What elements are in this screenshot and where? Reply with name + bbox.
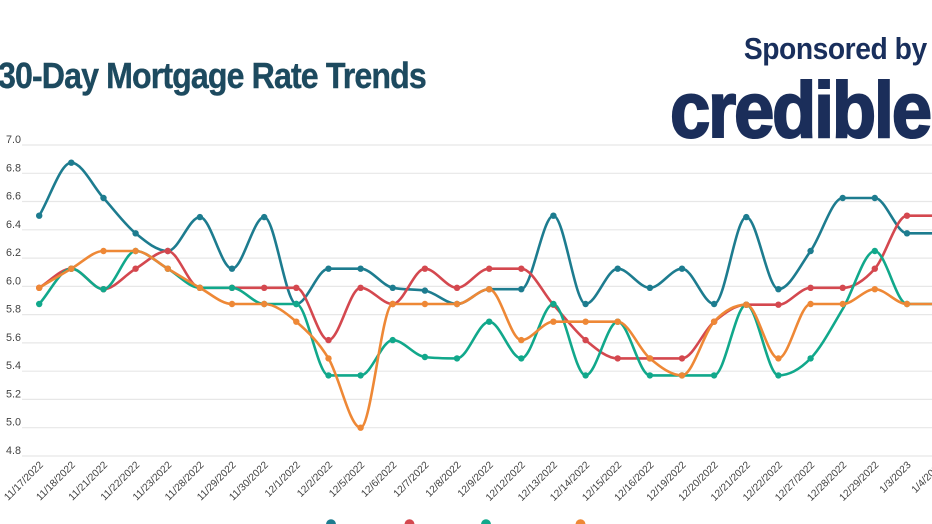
- svg-text:6.6: 6.6: [6, 191, 21, 203]
- svg-text:5.8: 5.8: [6, 304, 21, 316]
- svg-text:5.0: 5.0: [6, 417, 21, 429]
- svg-text:5.6: 5.6: [6, 332, 21, 344]
- svg-text:6.4: 6.4: [6, 219, 21, 231]
- svg-text:6.8: 6.8: [6, 162, 21, 174]
- svg-text:1/3/2023: 1/3/2023: [878, 460, 914, 496]
- svg-text:7.0: 7.0: [6, 134, 21, 146]
- svg-text:1/4/2023: 1/4/2023: [910, 460, 932, 496]
- svg-text:6.0: 6.0: [6, 275, 21, 287]
- svg-text:5.4: 5.4: [6, 360, 21, 372]
- svg-text:5.2: 5.2: [6, 388, 21, 400]
- svg-text:4.8: 4.8: [6, 445, 21, 457]
- svg-text:6.2: 6.2: [6, 247, 21, 259]
